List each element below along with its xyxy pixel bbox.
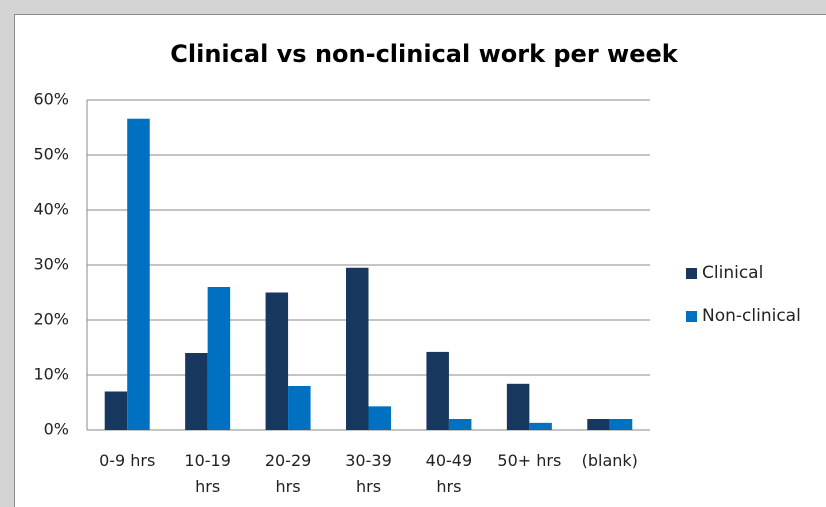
bar: [288, 386, 311, 430]
y-tick-label: 50%: [33, 145, 69, 164]
bar: [185, 353, 208, 430]
x-tick-label: 10-19 hrs: [184, 451, 231, 496]
bar: [426, 351, 449, 430]
x-tick-label: (blank): [581, 451, 638, 470]
bar: [127, 118, 150, 430]
legend-swatch: [686, 311, 697, 322]
y-tick-label: 30%: [33, 255, 69, 274]
y-tick-label: 20%: [33, 310, 69, 329]
bar: [207, 287, 231, 430]
y-tick-label: 40%: [33, 200, 69, 219]
chart-title: Clinical vs non-clinical work per week: [170, 40, 678, 68]
bar: [506, 383, 530, 430]
y-tick-label: 60%: [33, 90, 69, 109]
x-tick-label: 40-49 hrs: [425, 451, 473, 496]
legend-swatch: [686, 268, 697, 279]
bar: [104, 391, 128, 430]
legend-label: Clinical: [702, 263, 763, 283]
bar: [346, 267, 369, 430]
x-tick-label: 50+ hrs: [497, 451, 562, 470]
bar: [448, 419, 472, 430]
bar: [587, 419, 610, 430]
x-tick-label: 20-29 hrs: [264, 451, 312, 496]
bar: [609, 419, 633, 430]
y-tick-label: 10%: [33, 365, 69, 384]
y-tick-label: 0%: [44, 420, 69, 439]
x-tick-label: 30-39 hrs: [345, 451, 392, 496]
bar: [265, 292, 289, 430]
x-tick-label: 0-9 hrs: [99, 451, 156, 470]
legend-label: Non-clinical: [702, 306, 801, 326]
bar: [368, 406, 391, 430]
bar: [529, 422, 552, 430]
